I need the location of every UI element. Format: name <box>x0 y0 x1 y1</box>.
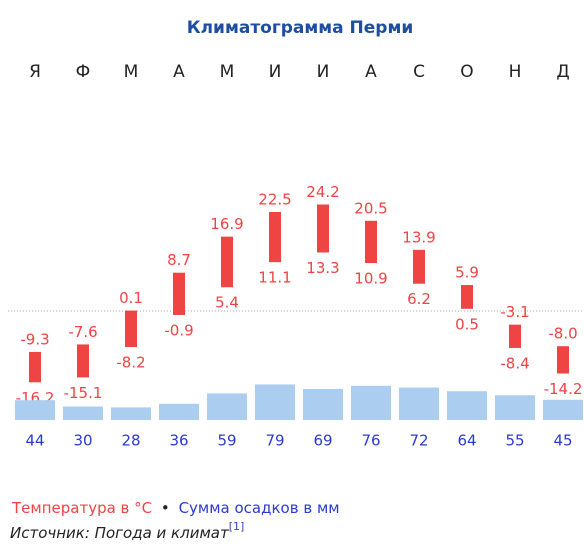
precipitation-bar <box>447 391 487 420</box>
precipitation-label: 72 <box>409 432 428 450</box>
precipitation-bar <box>351 385 391 420</box>
max-label: -8.0 <box>548 325 577 343</box>
month-label: Д <box>556 62 569 82</box>
month-label: А <box>173 62 185 82</box>
max-label: 24.2 <box>306 183 339 201</box>
precipitation-label: 64 <box>457 432 476 450</box>
max-label: 20.5 <box>354 199 387 217</box>
month-label: О <box>460 62 473 82</box>
precipitation-label: 69 <box>313 432 332 450</box>
month-label: Я <box>29 62 41 82</box>
min-label: 13.3 <box>306 259 339 277</box>
max-label: 8.7 <box>167 251 191 269</box>
max-label: -3.1 <box>500 303 529 321</box>
month-label: Н <box>509 62 522 82</box>
precipitation-label: 36 <box>169 432 188 450</box>
min-label: -14.2 <box>544 380 583 398</box>
legend: Температура в °C • Сумма осадков в мм <box>11 499 340 517</box>
precipitation-label: 30 <box>73 432 92 450</box>
source-text: Источник: Погода и климат <box>10 524 230 542</box>
precipitation-bar <box>255 384 295 420</box>
month-label: И <box>269 62 282 82</box>
min-label: 10.9 <box>354 270 387 288</box>
month-label: А <box>365 62 377 82</box>
max-label: 22.5 <box>258 191 291 209</box>
month-label: М <box>220 62 235 82</box>
temperature-bar <box>173 272 185 315</box>
temperature-bar <box>557 346 569 374</box>
precipitation-bar <box>543 399 583 420</box>
min-label: 11.1 <box>258 269 291 287</box>
min-label: -8.2 <box>116 354 145 372</box>
precipitation-bar <box>303 388 343 420</box>
temperature-bar <box>269 212 281 263</box>
precipitation-label: 55 <box>505 432 524 450</box>
precipitation-bar <box>207 393 247 420</box>
temperature-bar <box>413 249 425 284</box>
legend-precipitation: Сумма осадков в мм <box>179 499 340 517</box>
min-label: 6.2 <box>407 290 431 308</box>
precipitation-label: 44 <box>25 432 44 450</box>
month-label: И <box>317 62 330 82</box>
temperature-bar <box>77 344 89 378</box>
legend-temperature: Температура в °C <box>11 499 152 517</box>
precipitation-bar <box>15 400 55 420</box>
min-label: -0.9 <box>164 321 193 339</box>
chart-title: Климатограмма Перми <box>187 18 414 38</box>
max-label: 0.1 <box>119 289 143 307</box>
min-label: -15.1 <box>64 384 103 402</box>
precipitation-bar <box>399 387 439 420</box>
max-label: 13.9 <box>402 228 435 246</box>
temperature-bar <box>125 310 137 348</box>
precipitation-bar <box>111 407 151 420</box>
precipitation-label: 45 <box>553 432 572 450</box>
source-ref[interactable]: [1] <box>229 520 245 533</box>
max-label: -9.3 <box>20 330 49 348</box>
max-label: 16.9 <box>210 215 243 233</box>
month-label: М <box>124 62 139 82</box>
min-label: 0.5 <box>455 315 479 333</box>
precipitation-label: 59 <box>217 432 236 450</box>
source: Источник: Погода и климат[1] <box>10 520 244 542</box>
legend-separator: • <box>161 499 170 517</box>
min-label: 5.4 <box>215 294 239 312</box>
precipitation-label: 76 <box>361 432 380 450</box>
max-label: 5.9 <box>455 264 479 282</box>
precipitation-label: 28 <box>121 432 140 450</box>
month-label: С <box>413 62 425 82</box>
temperature-bar <box>509 324 521 348</box>
month-label: Ф <box>76 62 91 82</box>
temperature-bar <box>317 204 329 253</box>
min-label: -8.4 <box>500 354 529 372</box>
precipitation-bar <box>495 395 535 420</box>
max-label: -7.6 <box>68 323 97 341</box>
precipitation-bar <box>63 406 103 420</box>
temperature-bar <box>221 236 233 288</box>
temperature-bar <box>461 285 473 309</box>
precipitation-bar <box>159 403 199 420</box>
temperature-bar <box>365 220 377 264</box>
temperature-bar <box>29 351 41 383</box>
precipitation-label: 79 <box>265 432 284 450</box>
